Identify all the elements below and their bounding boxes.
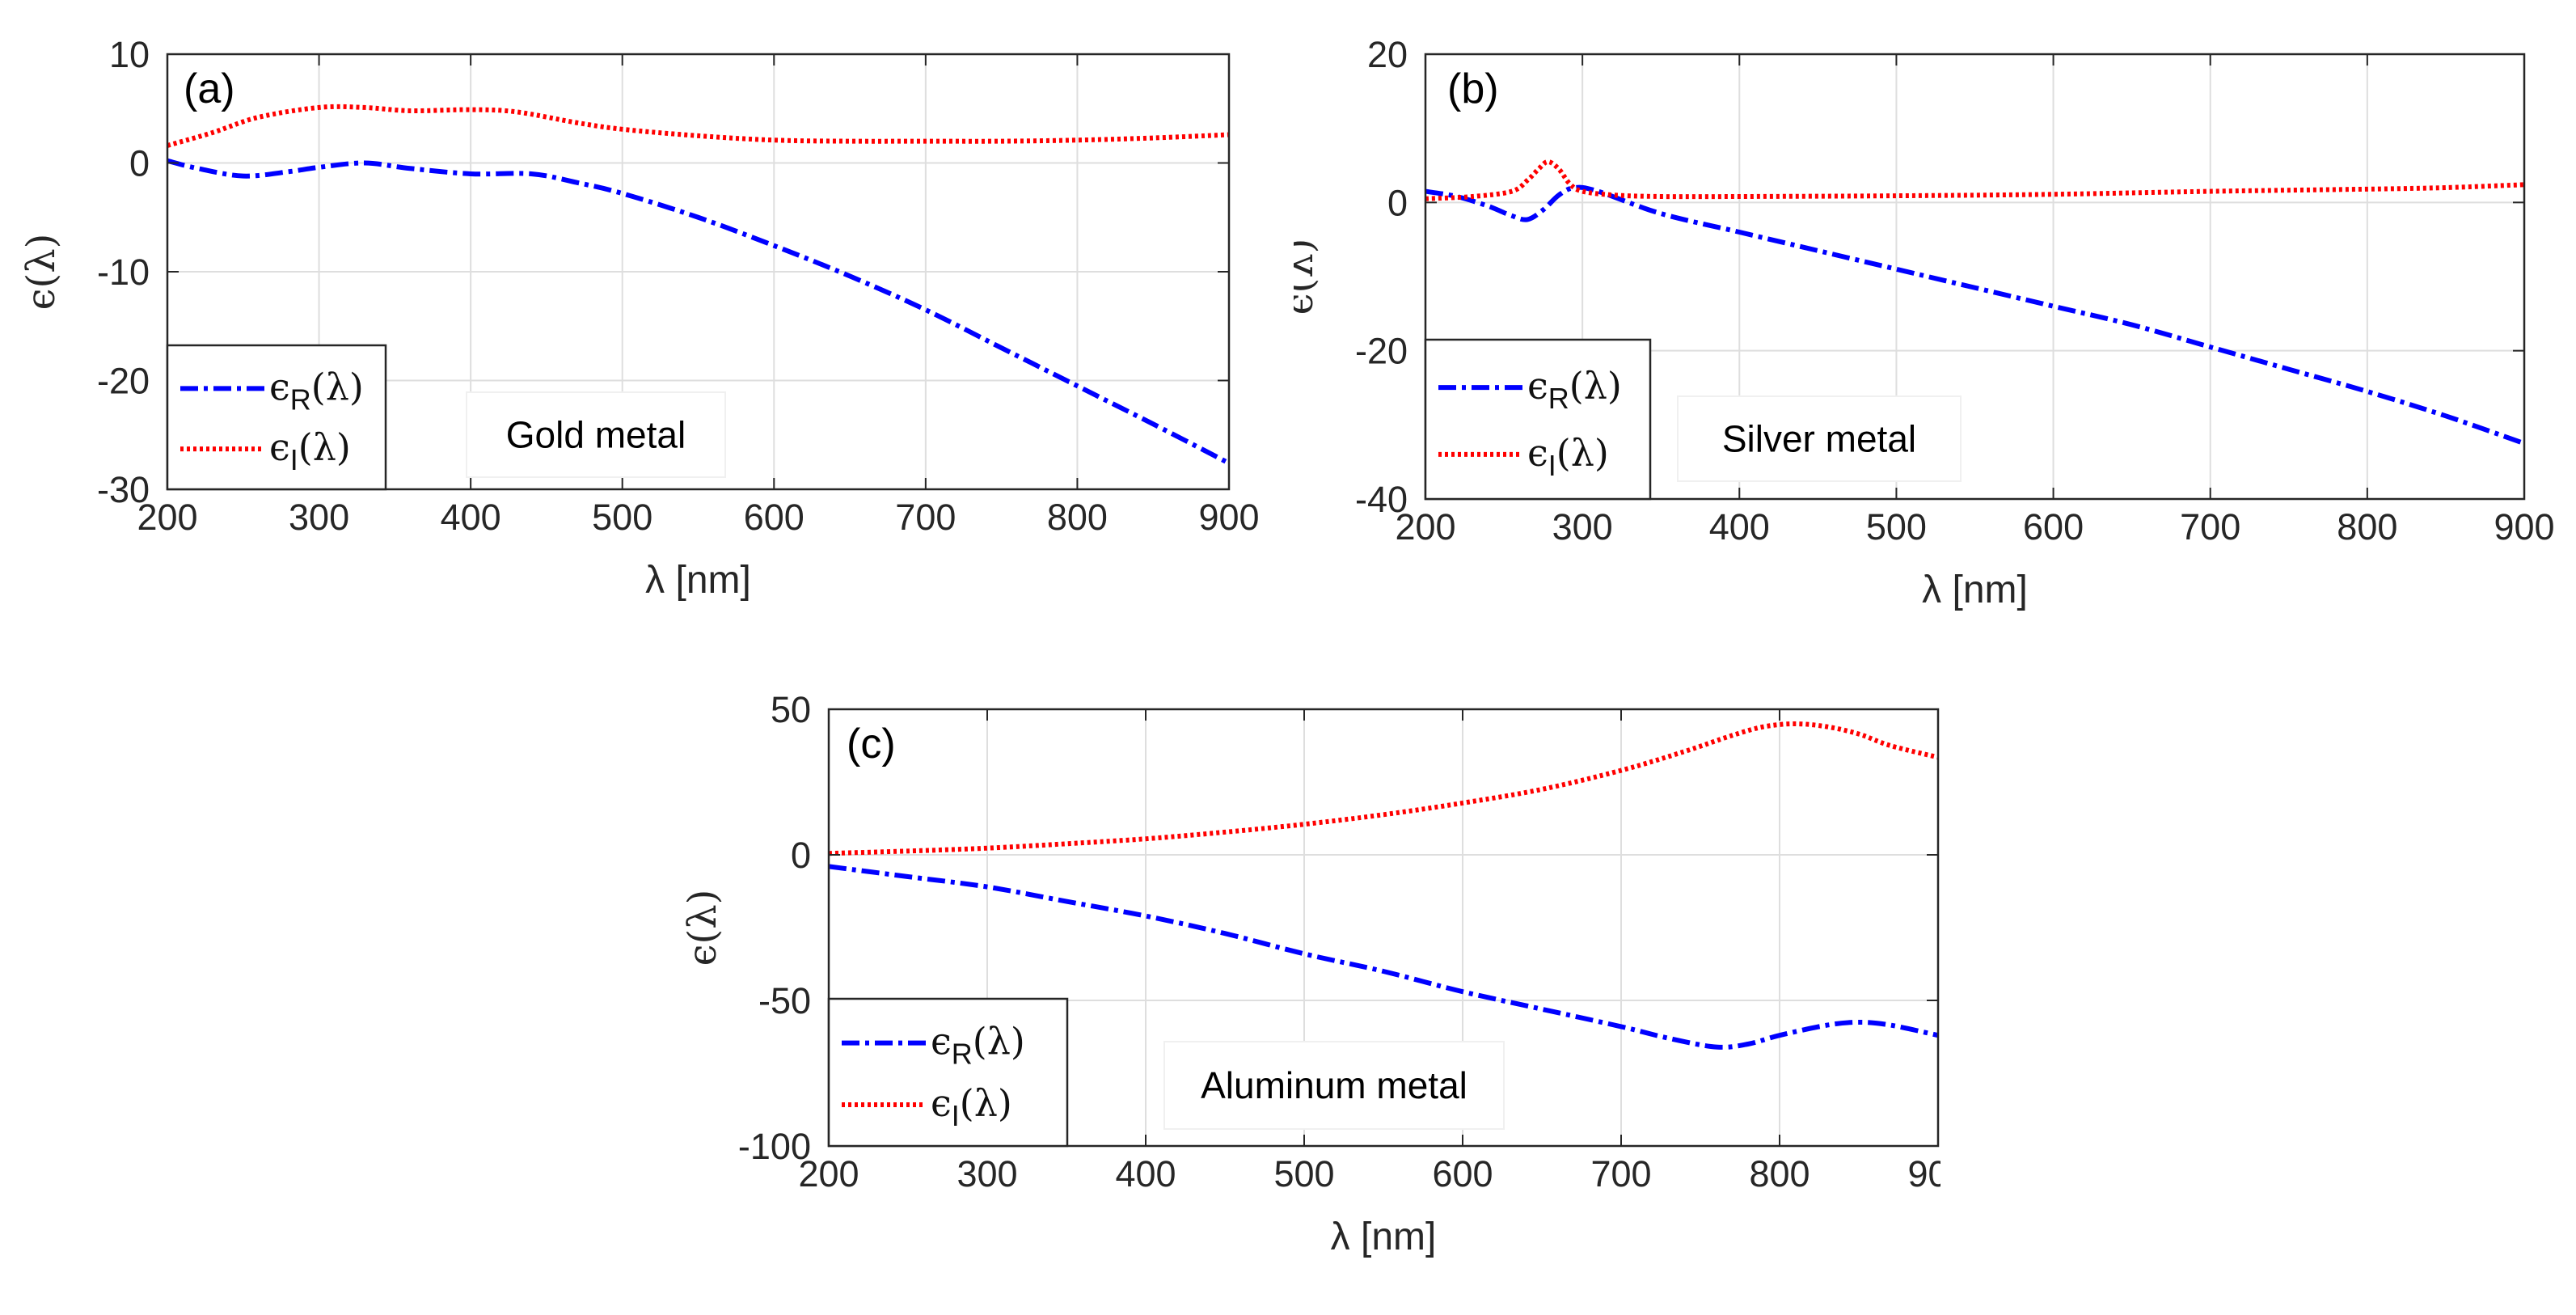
x-tick-label: 800 [2337, 506, 2397, 548]
y-tick-label: -40 [1355, 479, 1408, 520]
legend-entry-label: ϵR(λ) [931, 1020, 1025, 1071]
y-tick-label: -50 [758, 980, 811, 1021]
y-tick-label: 0 [791, 835, 811, 876]
chart-b: 200 300 400 500 600 700 800 900 -40 -20 0 20 λ [nm] ϵ… [1294, 34, 2555, 611]
y-axis-label: ϵ(λ) [19, 234, 64, 311]
x-axis-label: λ [nm] [1331, 1216, 1437, 1258]
x-tick-label: 300 [289, 497, 349, 538]
legend-entry-label: ϵI(λ) [1527, 431, 1609, 482]
x-axis-label: λ [nm] [1922, 569, 2028, 611]
x-tick-label: 300 [956, 1153, 1017, 1194]
x-tick-label: 800 [1749, 1153, 1810, 1194]
y-axis-label: ϵ(λ) [1294, 239, 1322, 315]
x-tick-label: 300 [1552, 506, 1613, 548]
annotation-text: Aluminum metal [1201, 1064, 1467, 1106]
series-line-imag [828, 721, 1939, 856]
x-axis-label: λ [nm] [645, 559, 751, 602]
panel-label: (a) [184, 66, 235, 112]
x-tick-label: 200 [137, 497, 197, 538]
series-line-real [1425, 184, 2525, 446]
legend-entry-label: ϵR(λ) [1527, 364, 1622, 415]
legend-box [827, 997, 1069, 1148]
legend-entry-label: ϵI(λ) [931, 1081, 1012, 1132]
annotation-box [1163, 1041, 1505, 1130]
annotation-text: Silver metal [1722, 418, 1916, 460]
y-tick-label: -20 [97, 361, 150, 402]
y-tick-label: 10 [109, 34, 150, 75]
annotation-box [1677, 395, 1962, 482]
series-line-imag [167, 104, 1230, 148]
y-tick-label: -30 [97, 469, 150, 510]
chart-a: 200 300 400 500 600 700 800 900 -30 -20 -10 0 10 λ [n… [19, 34, 1260, 602]
y-tick-label: 20 [1367, 34, 1408, 75]
series-line-imag [1425, 159, 2525, 201]
legend-box [166, 344, 387, 491]
x-tick-label: 400 [1709, 506, 1770, 548]
x-tick-label: 700 [2180, 506, 2240, 548]
y-tick-label: -100 [738, 1126, 811, 1167]
legend-box [1424, 338, 1652, 501]
y-tick-label: 50 [771, 689, 811, 730]
y-axis-label: ϵ(λ) [680, 890, 725, 966]
axes-frame [1424, 53, 2526, 501]
legend-entry-label: ϵI(λ) [269, 425, 351, 476]
x-tick-label: 500 [592, 497, 652, 538]
x-tick-label: 500 [1273, 1153, 1334, 1194]
legend-entry-label: ϵR(λ) [269, 365, 364, 416]
panel-label: (b) [1447, 66, 1499, 112]
panel-label: (c) [847, 721, 896, 767]
x-tick-label: 400 [441, 497, 501, 538]
y-tick-label: 0 [129, 143, 150, 184]
x-tick-label: 400 [1115, 1153, 1176, 1194]
x-tick-label: 900 [1907, 1153, 1940, 1194]
x-tick-label: 700 [895, 497, 956, 538]
y-tick-label: -10 [97, 252, 150, 293]
x-tick-label: 700 [1590, 1153, 1651, 1194]
x-tick-label: 200 [798, 1153, 859, 1194]
series-line-real [167, 158, 1231, 466]
y-tick-label: -20 [1355, 331, 1408, 372]
x-tick-label: 900 [2494, 506, 2554, 548]
annotation-text: Gold metal [506, 414, 686, 456]
x-tick-label: 600 [1432, 1153, 1493, 1194]
x-tick-label: 200 [1395, 506, 1455, 548]
series-line-real [828, 864, 1939, 1050]
x-tick-label: 500 [1866, 506, 1927, 548]
y-tick-label: 0 [1387, 182, 1408, 223]
annotation-box [466, 391, 726, 478]
x-tick-label: 600 [2023, 506, 2084, 548]
axes-frame [827, 708, 1940, 1148]
x-tick-label: 800 [1047, 497, 1108, 538]
chart-c: 200 300 400 500 600 700 800 900 -100 -50 0 50 λ [nm]… [680, 689, 1940, 1258]
x-tick-label: 900 [1198, 497, 1259, 538]
x-tick-label: 600 [744, 497, 804, 538]
